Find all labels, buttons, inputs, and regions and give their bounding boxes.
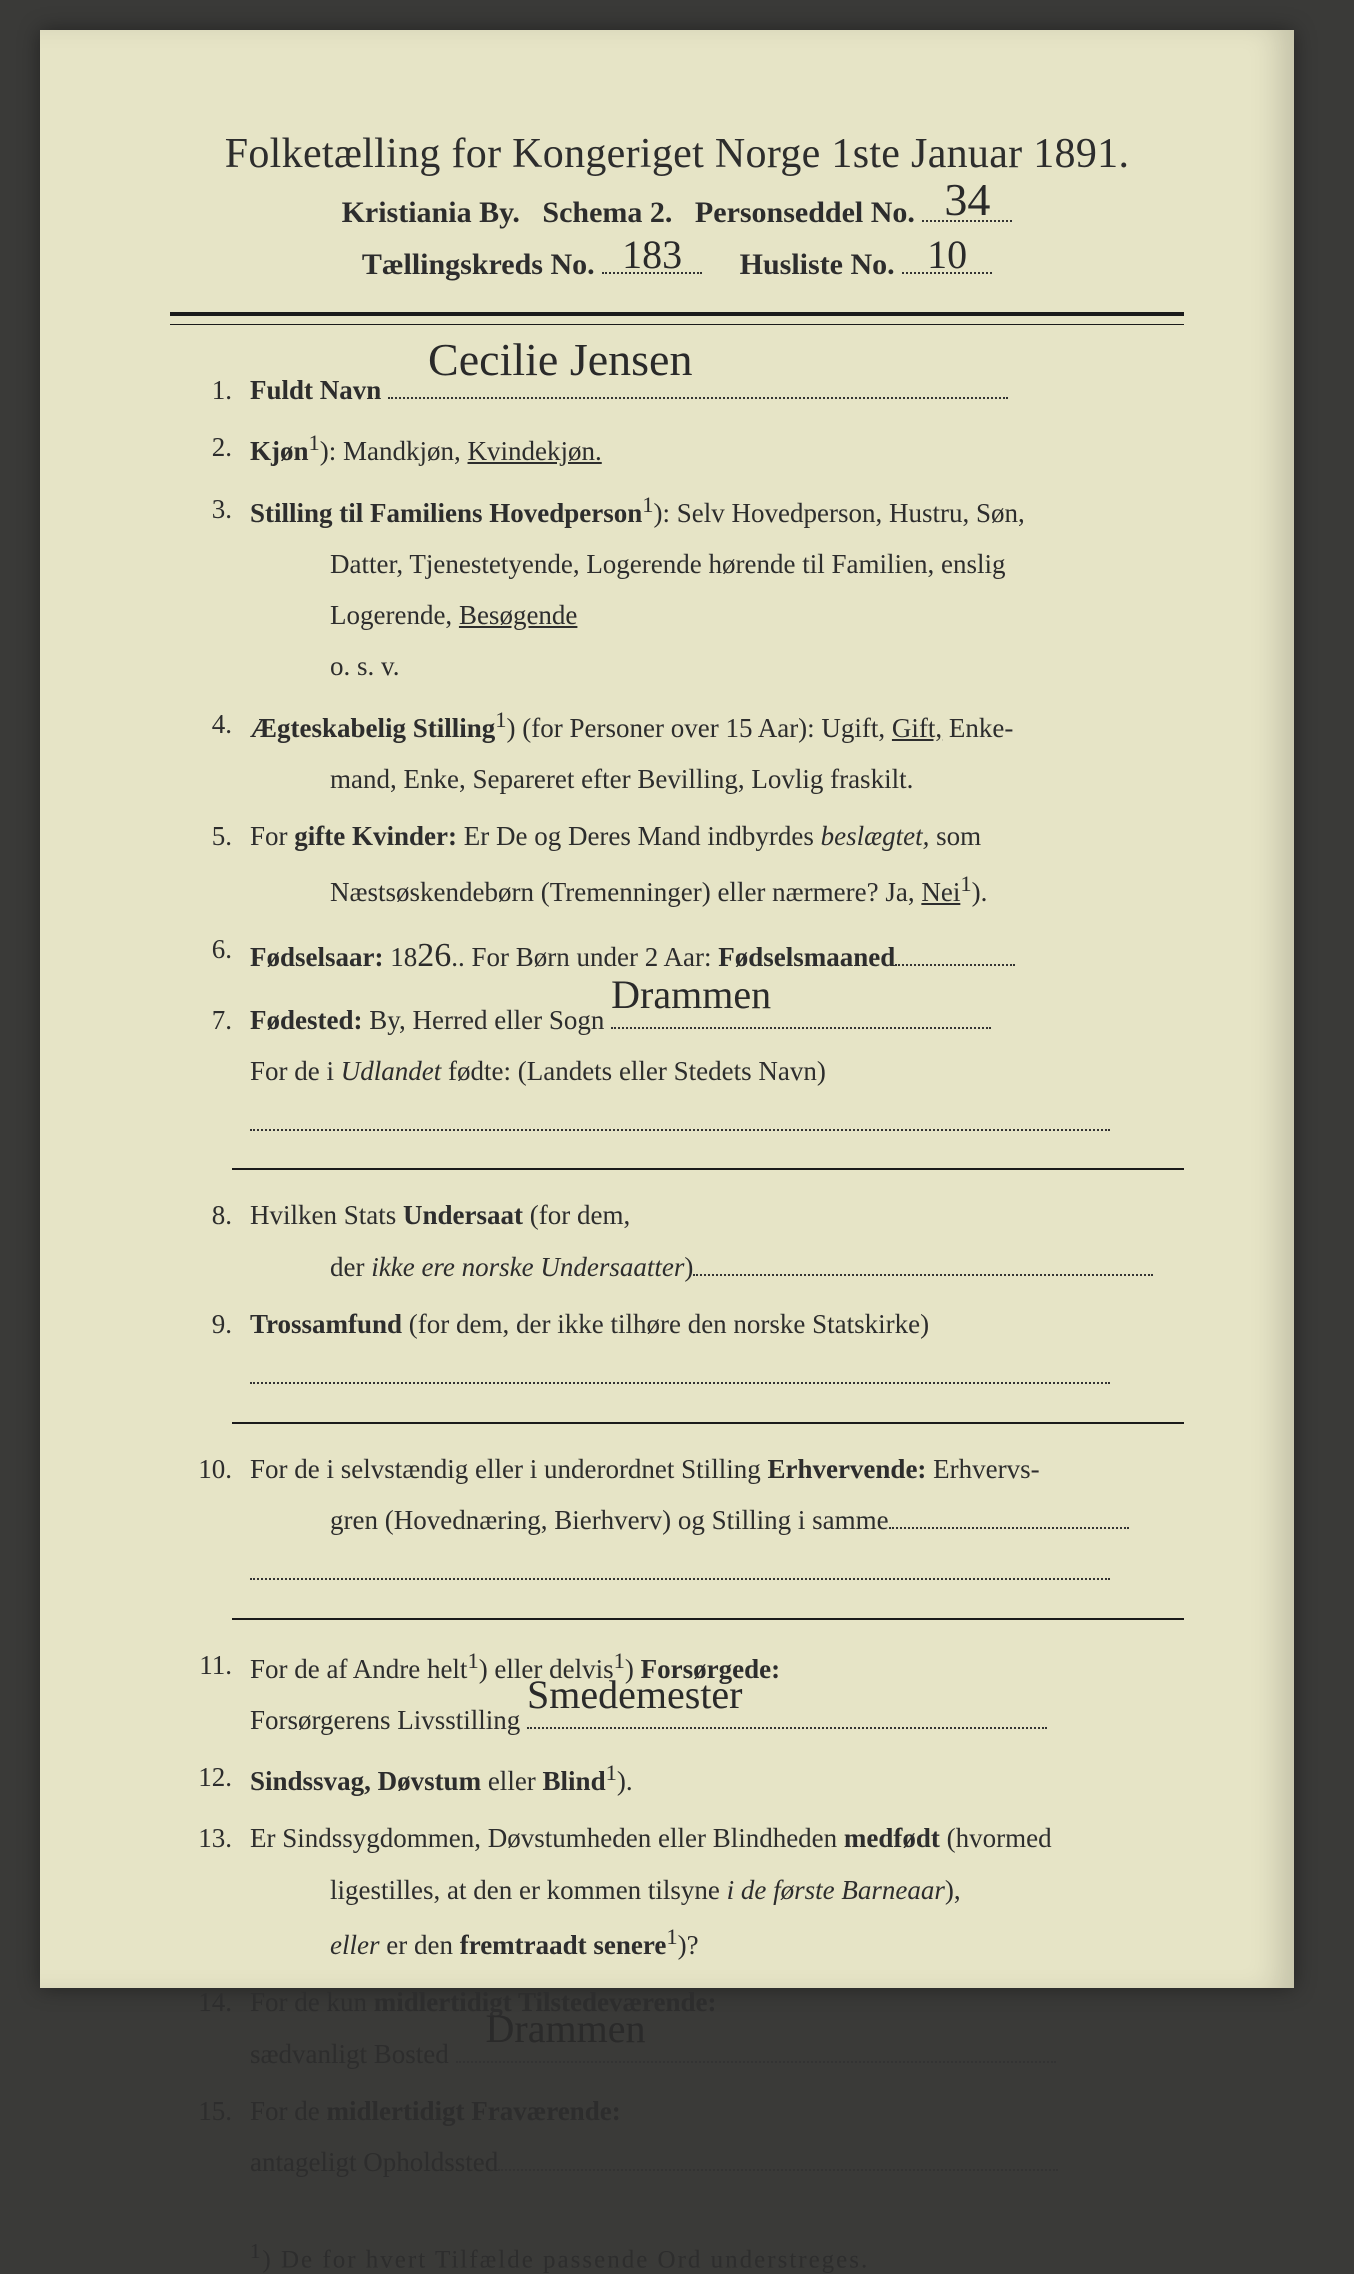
num-1: 1.: [170, 365, 250, 416]
subtitle-line-1: Kristiania By. Schema 2. Personseddel No…: [170, 196, 1184, 230]
num-9: 9.: [170, 1299, 250, 1402]
num-10: 10.: [170, 1444, 250, 1598]
form-entries: 1. Fuldt Navn Cecilie Jensen 2. Kjøn1): …: [170, 365, 1184, 2189]
value-livsstilling: Smedemester: [527, 1657, 743, 1733]
entry-1: 1. Fuldt Navn Cecilie Jensen: [170, 365, 1184, 416]
label-trossamfund: Trossamfund: [250, 1309, 402, 1339]
scan-frame: Folketælling for Kongeriget Norge 1ste J…: [0, 0, 1354, 2048]
num-6: 6.: [170, 924, 250, 989]
schema-label: Schema 2.: [542, 196, 672, 229]
entry-3: 3. Stilling til Familiens Hovedperson1):…: [170, 484, 1184, 693]
num-3: 3.: [170, 484, 250, 693]
personseddel-label: Personseddel No.: [695, 196, 915, 229]
husliste-label: Husliste No.: [740, 248, 895, 281]
value-bosted: Drammen: [486, 1991, 646, 2067]
label-kjon: Kjøn: [250, 436, 309, 466]
value-year: 26: [417, 924, 451, 989]
entry-8: 8. Hvilken Stats Undersaat (for dem, der…: [170, 1190, 1184, 1293]
divider-1: [232, 1168, 1184, 1170]
num-11: 11.: [170, 1640, 250, 1747]
entry-7: 7. Fødested: By, Herred eller Sogn Dramm…: [170, 995, 1184, 1149]
entry-5: 5. For gifte Kvinder: Er De og Deres Man…: [170, 811, 1184, 918]
entry-15: 15. For de midlertidigt Fraværende: anta…: [170, 2086, 1184, 2189]
divider-3: [232, 1618, 1184, 1620]
entry-2: 2. Kjøn1): Mandkjøn, Kvindekjøn.: [170, 422, 1184, 477]
entry-14: 14. For de kun midlertidigt Tilstedevære…: [170, 1977, 1184, 2080]
label-aegteskab: Ægteskabelig Stilling: [250, 713, 495, 743]
entry-13: 13. Er Sindssygdommen, Døvstumheden elle…: [170, 1813, 1184, 1971]
divider-2: [232, 1422, 1184, 1424]
entry-10: 10. For de i selvstændig eller i underor…: [170, 1444, 1184, 1598]
value-fodested: Drammen: [611, 957, 771, 1033]
entry-12: 12. Sindssvag, Døvstum eller Blind1).: [170, 1752, 1184, 1807]
num-15: 15.: [170, 2086, 250, 2189]
footnote: 1) De for hvert Tilfælde passende Ord un…: [170, 2239, 1184, 2274]
value-besogende: Besøgende: [459, 600, 577, 630]
num-4: 4.: [170, 699, 250, 806]
num-13: 13.: [170, 1813, 250, 1971]
num-7: 7.: [170, 995, 250, 1149]
num-14: 14.: [170, 1977, 250, 2080]
value-kvindekjon: Kvindekjøn.: [468, 436, 602, 466]
value-gift: Gift,: [892, 713, 942, 743]
num-2: 2.: [170, 422, 250, 477]
personseddel-value: 34: [944, 173, 990, 226]
num-12: 12.: [170, 1752, 250, 1807]
entry-9: 9. Trossamfund (for dem, der ikke tilhør…: [170, 1299, 1184, 1402]
entry-4: 4. Ægteskabelig Stilling1) (for Personer…: [170, 699, 1184, 806]
value-name: Cecilie Jensen: [428, 316, 692, 403]
kreds-label: Tællingskreds No.: [362, 248, 595, 281]
city-label: Kristiania By.: [342, 196, 520, 229]
label-fodselsaar: Fødselsaar:: [250, 942, 383, 972]
entry-11: 11. For de af Andre helt1) eller delvis1…: [170, 1640, 1184, 1747]
label-stilling: Stilling til Familiens Hovedperson: [250, 498, 642, 528]
kreds-value: 183: [622, 231, 682, 278]
main-title: Folketælling for Kongeriget Norge 1ste J…: [170, 130, 1184, 178]
value-nei: Nei: [921, 877, 960, 907]
label-fuldt-navn: Fuldt Navn: [250, 375, 381, 405]
label-fodested: Fødested:: [250, 1005, 362, 1035]
husliste-value: 10: [927, 231, 967, 278]
subtitle-line-2: Tællingskreds No. 183 Husliste No. 10: [170, 248, 1184, 282]
num-8: 8.: [170, 1190, 250, 1293]
census-form: Folketælling for Kongeriget Norge 1ste J…: [40, 30, 1294, 1988]
num-5: 5.: [170, 811, 250, 918]
